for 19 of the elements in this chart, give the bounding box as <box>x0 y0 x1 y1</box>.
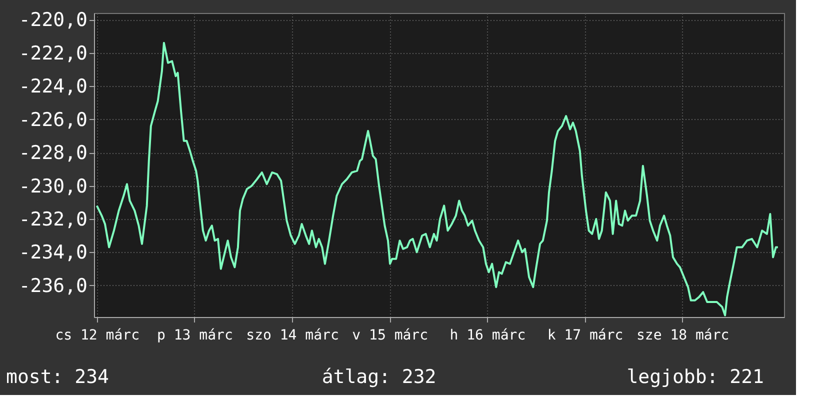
x-tick-label: h 16 márc <box>450 328 526 344</box>
x-tick-label: cs 12 márc <box>55 328 140 344</box>
text: most: 234 <box>6 366 109 388</box>
x-tick-label: sze 18 márc <box>636 328 730 344</box>
y-tick-label: -230,0 <box>18 175 88 198</box>
x-tick-label: v 15 márc <box>352 328 428 344</box>
y-tick-label: -224,0 <box>18 76 88 98</box>
y-tick-label: -222,0 <box>18 42 88 64</box>
text: átlag: 232 <box>322 366 436 388</box>
y-tick-label: -236,0 <box>18 274 88 297</box>
y-tick-label: -226,0 <box>18 108 88 131</box>
y-tick-label: -232,0 <box>18 208 88 230</box>
x-tick-label: k 17 márc <box>547 328 624 344</box>
x-tick-label: szo 14 márc <box>246 328 339 344</box>
y-tick-label: -220,0 <box>18 9 88 32</box>
y-tick-label: -228,0 <box>18 142 88 164</box>
y-tick-label: -234,0 <box>18 242 88 264</box>
text: legjobb: 221 <box>626 366 764 388</box>
x-tick-label: p 13 márc <box>157 328 233 344</box>
